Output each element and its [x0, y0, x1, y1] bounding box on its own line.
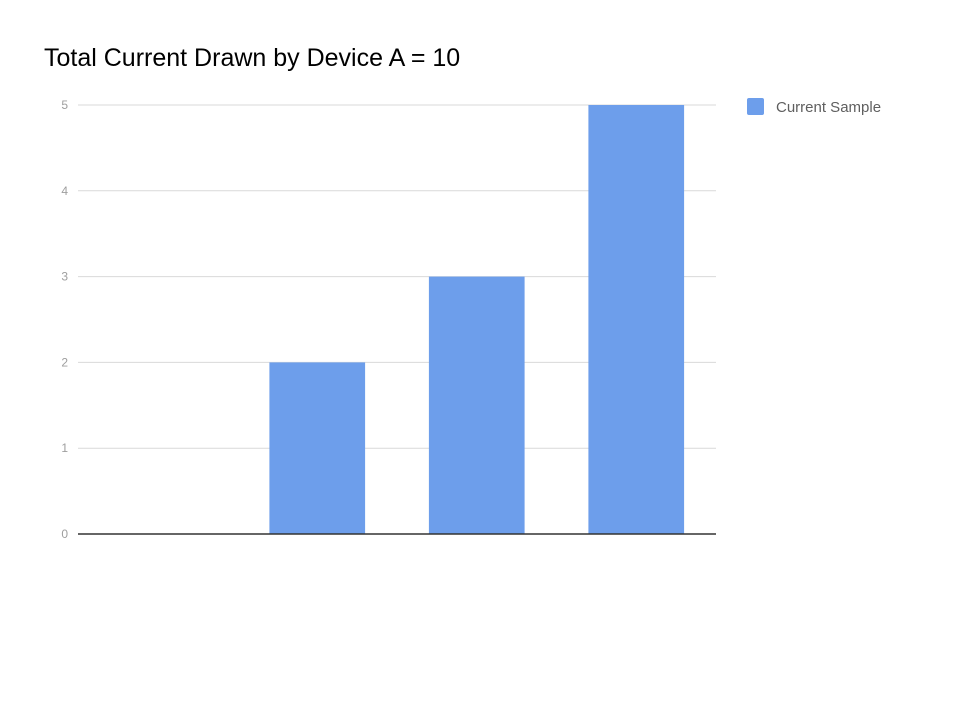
bar — [269, 362, 366, 534]
bars-layer — [269, 105, 685, 534]
y-tick-label: 0 — [61, 527, 68, 541]
bar — [428, 276, 525, 534]
legend-label: Current Sample — [776, 99, 881, 116]
bar — [588, 105, 685, 534]
axis-layer: 0 1 2 3 4 5 — [61, 98, 716, 541]
y-tick-label: 5 — [61, 98, 68, 112]
chart-title: Total Current Drawn by Device A = 10 — [44, 44, 461, 72]
y-tick-label: 4 — [61, 184, 68, 198]
y-tick-label: 1 — [61, 441, 68, 455]
legend-swatch — [747, 98, 764, 115]
y-tick-label: 2 — [61, 355, 68, 369]
legend: Current Sample — [747, 98, 881, 116]
y-tick-label: 3 — [61, 270, 68, 284]
